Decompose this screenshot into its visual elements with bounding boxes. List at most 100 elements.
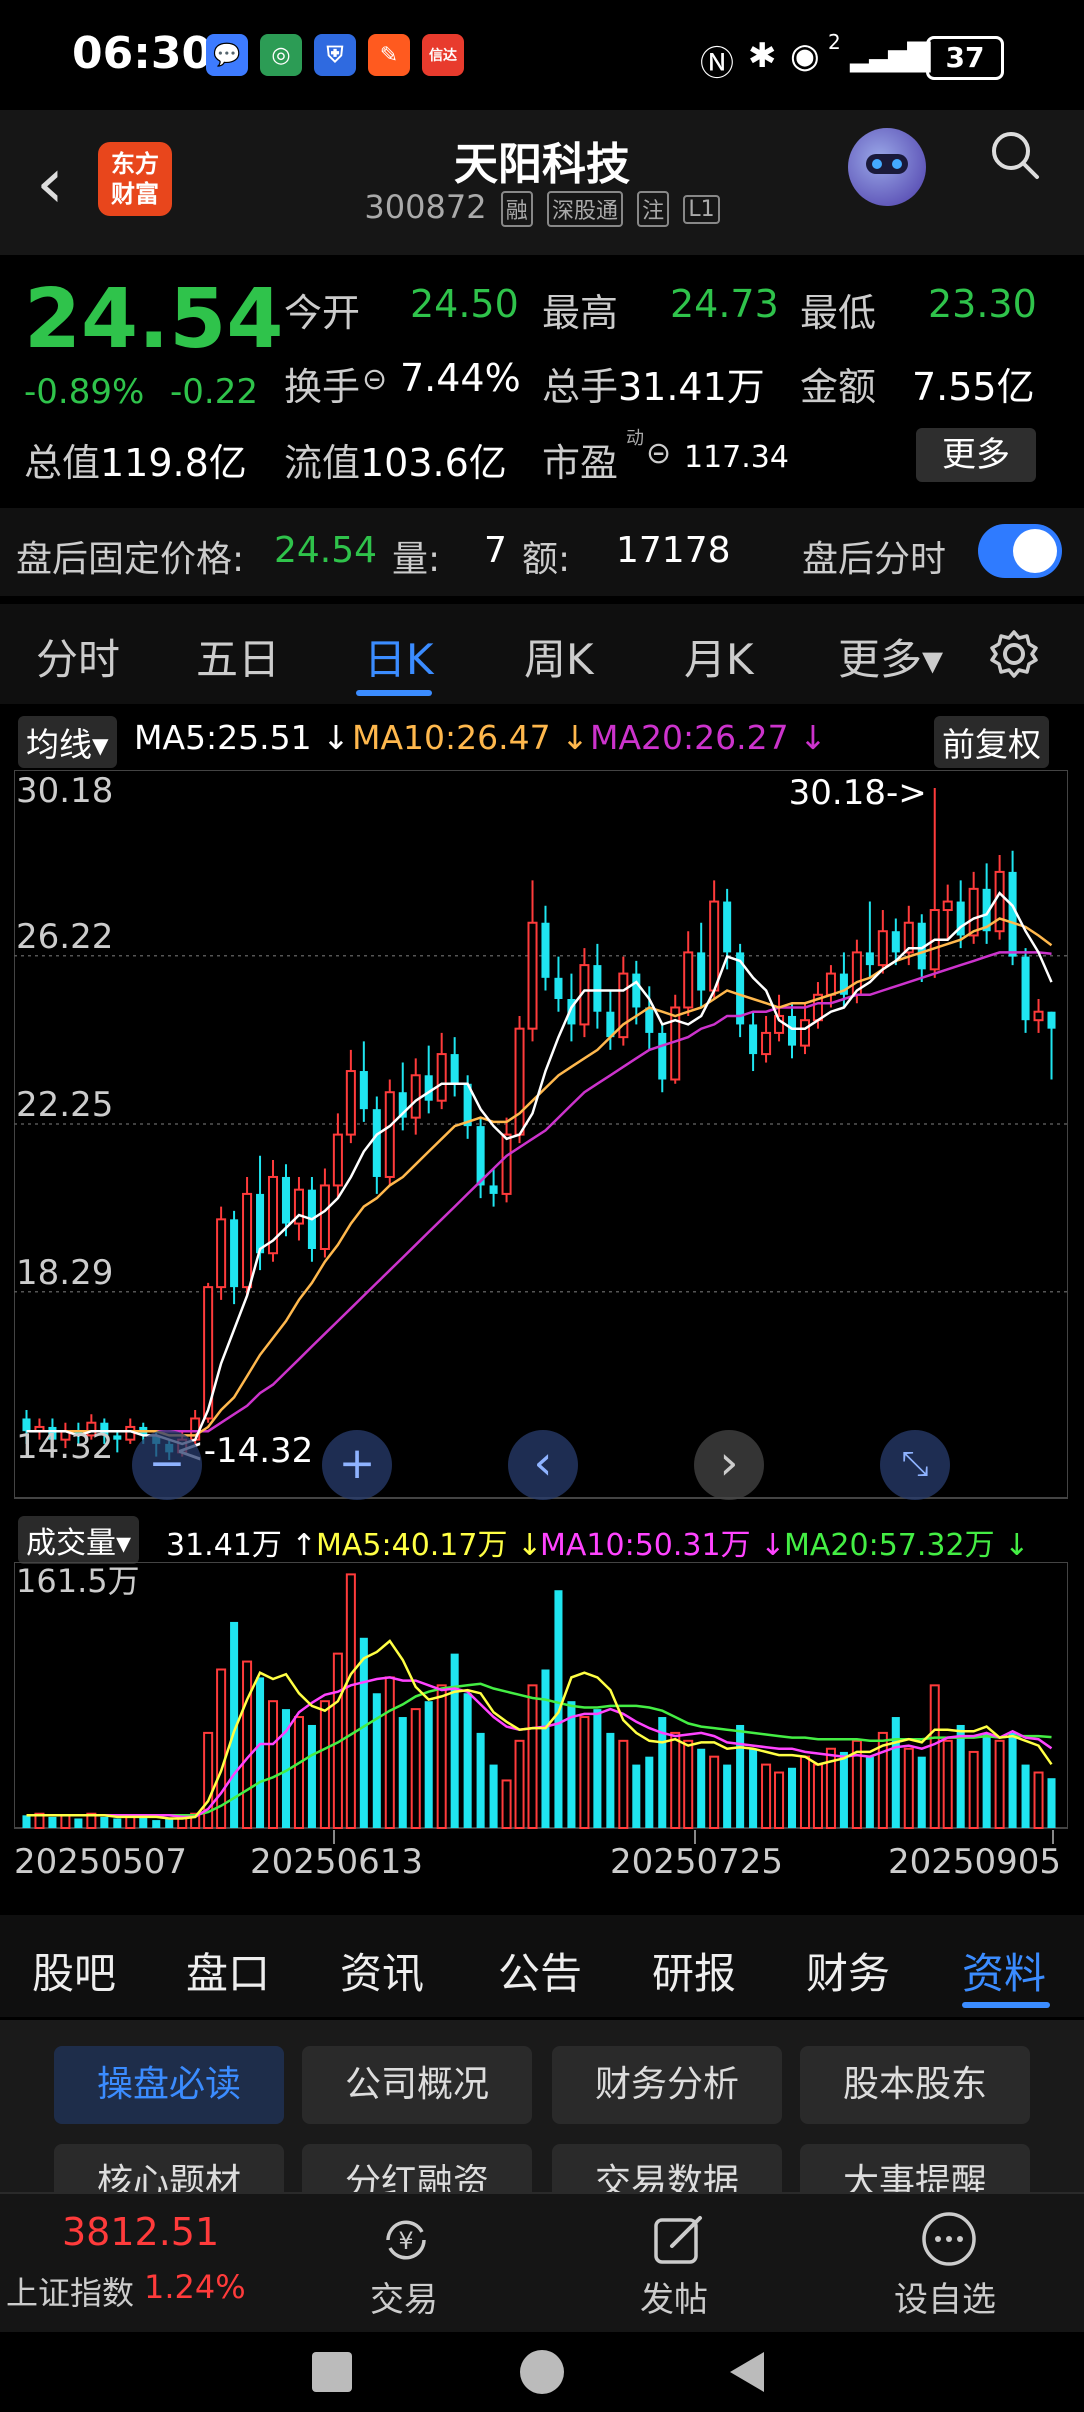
volume-selector[interactable]: 成交量▾ [18, 1516, 140, 1564]
ma10-line [26, 917, 1053, 1437]
pe-info-icon[interactable]: ⊝ [646, 436, 672, 471]
bottom-nav [0, 2192, 1084, 2334]
battery-icon: 37 [926, 36, 1004, 80]
index-value[interactable]: 3812.51 [62, 2210, 220, 2254]
ma5-line [26, 891, 1053, 1446]
tab-profile[interactable]: 资料 [962, 1949, 1047, 1998]
candle-body [293, 1188, 304, 1225]
date-label-sept: 20250905 [888, 1842, 1062, 1882]
volume-bar [736, 1724, 745, 1828]
back-icon[interactable]: ‹ [36, 142, 64, 224]
tab-news[interactable]: 资讯 [340, 1949, 425, 1998]
back-nav-icon[interactable] [726, 2350, 770, 2394]
stock-code: 300872 [364, 188, 487, 226]
tab-five-day[interactable]: 五日 [196, 635, 281, 684]
recents-icon[interactable] [312, 2352, 352, 2392]
stock-code-row: 300872 融 深股通 注 L1 [0, 188, 1084, 227]
volume-bar [60, 1814, 71, 1829]
volume-bar [345, 1573, 356, 1829]
candle-body [618, 972, 629, 1039]
system-nav-bar [0, 2332, 1084, 2412]
more-button[interactable]: 更多 [916, 428, 1036, 482]
edit-post-icon[interactable] [650, 2210, 708, 2268]
add-watchlist-icon[interactable] [920, 2210, 978, 2268]
watchlist-label[interactable]: 设自选 [894, 2280, 996, 2320]
volume-bar [799, 1755, 811, 1829]
info-circle-icon[interactable]: ⊝ [362, 362, 388, 397]
ma10-label: MA10:26.47 ↓ [352, 718, 589, 757]
card-events[interactable]: 大事提醒 [800, 2144, 1030, 2192]
trade-label[interactable]: 交易 [370, 2280, 438, 2320]
after-hours-toggle[interactable] [978, 524, 1062, 578]
amount-label: 金额 [800, 365, 877, 409]
volume-bar [139, 1816, 148, 1828]
zoom-out-button[interactable]: − [132, 1430, 202, 1500]
after-hours-amt: 17178 [616, 530, 731, 571]
card-shareholders[interactable]: 股本股东 [800, 2046, 1030, 2124]
volume-bar [593, 1709, 602, 1828]
collapse-button[interactable]: ⤡ [880, 1430, 950, 1500]
tab-weekly-k[interactable]: 周K [524, 635, 594, 684]
float-value: 103.6亿 [360, 441, 507, 485]
volume-chart[interactable]: 161.5万 [14, 1562, 1068, 1830]
candle-body [345, 1070, 356, 1136]
mcap-value: 119.8亿 [100, 441, 247, 485]
bank-icon: ◎ [260, 34, 302, 76]
tab-research[interactable]: 研报 [652, 1949, 737, 1998]
index-name[interactable]: 上证指数 [6, 2274, 135, 2312]
chart-period-tabs [0, 604, 1084, 704]
tag-margin: 融 [500, 191, 533, 227]
scroll-left-button[interactable]: ‹ [508, 1430, 578, 1500]
tab-monthly-k[interactable]: 月K [684, 635, 754, 684]
tab-daily-k[interactable]: 日K [364, 635, 434, 684]
adjust-selector[interactable]: 前复权 [934, 716, 1049, 768]
volume-bar [956, 1724, 965, 1828]
volume-bar [398, 1717, 407, 1828]
collapse-icon: ⤡ [901, 1444, 929, 1484]
zoom-in-button[interactable]: + [322, 1430, 392, 1500]
volume-bar [632, 1764, 641, 1828]
card-company-overview[interactable]: 公司概况 [302, 2046, 532, 2124]
vol-ma5-label: MA5:40.17万 ↓ [316, 1528, 543, 1563]
yuan-exchange-icon[interactable]: ¥ [378, 2212, 434, 2268]
post-label[interactable]: 发帖 [640, 2280, 708, 2320]
hotspot-icon: ◉ [790, 36, 820, 76]
home-icon[interactable] [520, 2350, 564, 2394]
app-logo[interactable]: 东方 财富 [98, 142, 172, 216]
minus-icon: − [148, 1438, 186, 1489]
tab-intraday[interactable]: 分时 [36, 635, 121, 684]
ma-selector[interactable]: 均线▾ [18, 716, 117, 768]
volume-bar [903, 1747, 914, 1829]
volume-bar [541, 1669, 550, 1828]
card-trading-must-read[interactable]: 操盘必读 [54, 2046, 284, 2124]
volume-bar [1033, 1771, 1044, 1830]
volume-bar [812, 1763, 823, 1829]
volume-bar [410, 1708, 421, 1829]
volume-bar [319, 1700, 330, 1829]
scroll-right-button[interactable]: › [694, 1430, 764, 1500]
candle-body [359, 1071, 368, 1110]
candle-body [761, 1031, 772, 1056]
volume-bar [891, 1717, 900, 1828]
news-app-icon: 信达 [422, 34, 464, 76]
search-icon[interactable] [990, 130, 1040, 180]
card-financial-analysis[interactable]: 财务分析 [552, 2046, 782, 2124]
volume-bar [203, 1731, 214, 1830]
tab-announcements[interactable]: 公告 [498, 1949, 583, 1998]
volume-bar [942, 1739, 953, 1829]
y-tick-label: 30.18 [16, 771, 113, 811]
tab-forum[interactable]: 股吧 [32, 1949, 117, 1998]
tab-more[interactable]: 更多▾ [838, 635, 944, 684]
tab-orderbook[interactable]: 盘口 [186, 1949, 271, 1998]
card-dividends[interactable]: 分红融资 [302, 2144, 532, 2192]
settings-gear-icon[interactable] [988, 628, 1040, 680]
volume-bar [514, 1739, 525, 1829]
tab-financials[interactable]: 财务 [806, 1949, 891, 1998]
card-core-themes[interactable]: 核心题材 [54, 2144, 284, 2192]
card-trading-data[interactable]: 交易数据 [552, 2144, 782, 2192]
pe-value: 117.34 [684, 440, 789, 475]
assistant-robot-icon[interactable] [848, 128, 926, 206]
candle-body [489, 1185, 498, 1194]
candle-body [1047, 1011, 1056, 1029]
